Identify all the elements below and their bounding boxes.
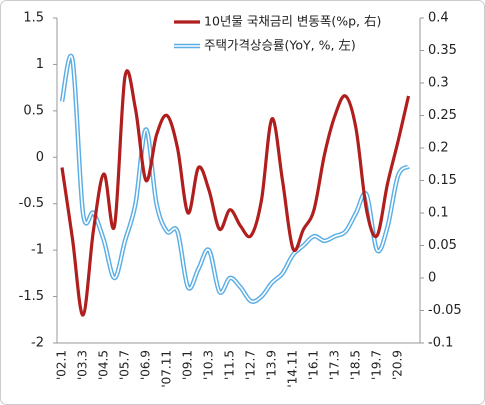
x-tick-label: '11.5 <box>223 350 237 380</box>
y-tick-label: 1 <box>36 57 44 72</box>
y-tick-label: -1 <box>31 243 44 258</box>
y-tick-label: -0.5 <box>19 196 44 211</box>
x-tick-label: '06.9 <box>139 350 153 380</box>
legend-label: 10년물 국채금리 변동폭(%p, 右) <box>204 14 381 29</box>
x-tick-label: '09.1 <box>181 350 195 380</box>
y2-tick-label: 0.15 <box>428 173 457 188</box>
y2-tick-label: 0.05 <box>428 238 457 253</box>
x-tick-label: '19.7 <box>370 350 384 380</box>
x-tick-label: '13.9 <box>265 350 279 380</box>
y2-tick-label: -0.1 <box>428 336 453 351</box>
x-tick-label: '02.1 <box>55 350 69 380</box>
x-tick-label: '05.7 <box>118 350 132 380</box>
x-tick-label: '04.5 <box>97 350 111 380</box>
y2-tick-label: 0.1 <box>428 206 449 221</box>
y-tick-label: 0.5 <box>23 103 44 118</box>
x-tick-label: '12.7 <box>244 350 258 380</box>
y2-tick-label: 0.25 <box>428 108 457 123</box>
y-tick-label: -1.5 <box>19 289 44 304</box>
x-tick-label: '10.3 <box>202 350 216 380</box>
y-tick-label: -2 <box>31 336 44 351</box>
y-tick-label: 1.5 <box>23 11 44 26</box>
y2-tick-label: 0.2 <box>428 141 449 156</box>
x-tick-label: '03.3 <box>76 350 90 380</box>
series-line <box>60 69 411 317</box>
y2-tick-label: 0.3 <box>428 76 449 91</box>
y2-tick-label: -0.05 <box>428 303 462 318</box>
x-tick-label: '07.11 <box>160 350 174 388</box>
x-tick-label: '18.5 <box>349 350 363 380</box>
x-tick-label: '14.11 <box>286 350 300 388</box>
legend <box>170 8 382 60</box>
x-tick-label: '16.1 <box>307 350 321 380</box>
y-tick-label: 0 <box>36 150 44 165</box>
x-tick-label: '20.9 <box>391 350 405 380</box>
legend-label: 주택가격상승률(YoY, %, 左) <box>204 38 356 53</box>
y2-tick-label: 0.4 <box>428 11 449 26</box>
series-line-inner <box>61 55 410 303</box>
y2-tick-label: 0.35 <box>428 43 457 58</box>
y2-tick-label: 0 <box>428 271 436 286</box>
x-tick-label: '17.3 <box>328 350 342 380</box>
